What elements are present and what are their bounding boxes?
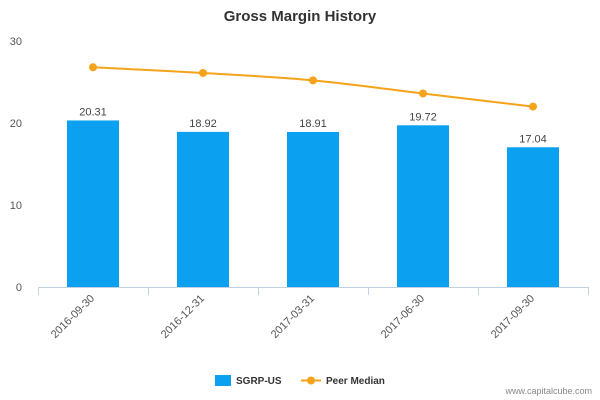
line-point <box>419 89 427 98</box>
line-series <box>89 63 537 111</box>
x-axis: 2016-09-30 2016-12-31 2017-03-31 2017-06-30… <box>38 287 589 341</box>
y-tick-label: 10 <box>10 200 22 212</box>
bar <box>177 131 229 287</box>
y-axis: 0 10 20 30 <box>10 36 22 294</box>
y-tick-label: 20 <box>10 118 22 130</box>
legend-swatch-bar <box>215 375 231 386</box>
line-point <box>199 68 207 77</box>
chart-title: Gross Margin History <box>224 8 377 25</box>
bar-data-label: 17.04 <box>519 133 547 145</box>
bar <box>287 131 339 287</box>
bar-data-label: 18.91 <box>299 118 327 130</box>
bar <box>507 147 559 287</box>
bar-data-label: 20.31 <box>79 106 107 118</box>
legend-label-line: Peer Median <box>326 376 385 387</box>
bar <box>397 125 449 288</box>
x-tick-label: 2017-06-30 <box>379 293 427 341</box>
x-tick-label: 2017-03-31 <box>269 293 317 341</box>
line-point <box>529 102 537 111</box>
x-tick-label: 2016-09-30 <box>49 293 97 341</box>
x-tick-label: 2016-12-31 <box>159 293 207 341</box>
line-path <box>92 66 534 108</box>
legend: SGRP-US Peer Median <box>215 375 385 387</box>
line-point <box>309 76 317 85</box>
bar-data-label: 18.92 <box>189 118 217 130</box>
line-point <box>89 63 97 72</box>
x-tick-label: 2017-09-30 <box>489 293 537 341</box>
credit-text: www.capitalcube.com <box>504 386 592 396</box>
bar <box>67 120 119 287</box>
bar-data-label: 19.72 <box>409 111 437 123</box>
legend-label-bar: SGRP-US <box>236 376 282 387</box>
y-tick-label: 30 <box>10 36 22 48</box>
legend-swatch-dot <box>307 376 315 385</box>
bar-series: 20.31 18.92 18.91 19.72 17.04 <box>67 106 559 288</box>
y-tick-label: 0 <box>16 282 22 294</box>
